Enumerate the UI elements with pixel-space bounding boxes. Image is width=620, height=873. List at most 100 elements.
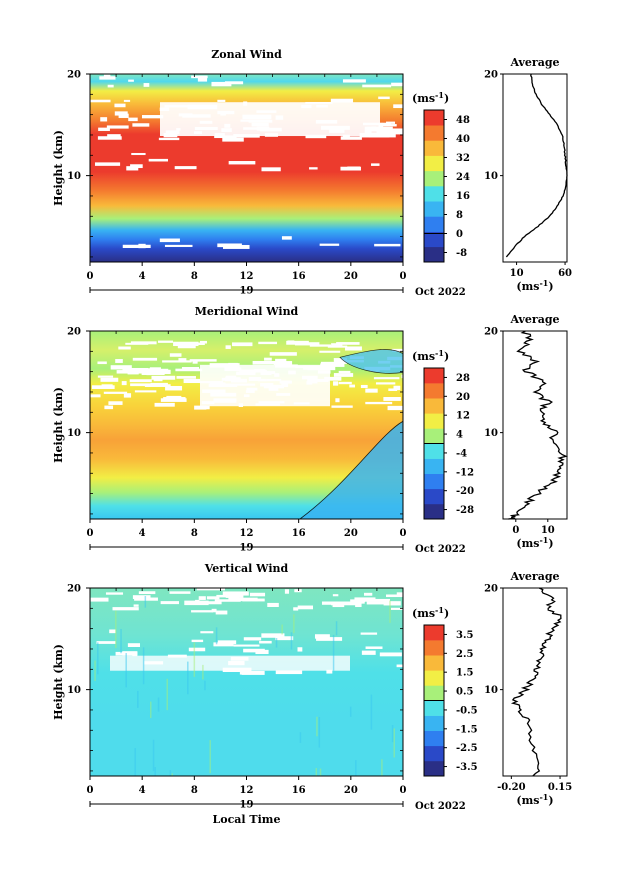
zonal-day-label: 19 (240, 286, 254, 297)
vertical-profile-ytick-label: 20 (484, 584, 498, 595)
vertical-heatmap (90, 588, 403, 776)
vertical-colorbar-swatch (424, 760, 444, 777)
zonal-colorbar-label: 32 (456, 153, 470, 164)
meridional-xtick-label: 4 (139, 528, 146, 539)
zonal-data-gaps (90, 74, 403, 249)
zonal-date-label: Oct 2022 (415, 287, 466, 298)
meridional-colorbar-label: 12 (456, 411, 470, 422)
meridional-colorbar-swatch (424, 428, 444, 444)
vertical-colorbar-swatch (424, 745, 444, 762)
meridional-colorbar-label: -4 (456, 448, 467, 459)
vertical-profile-xtick-label: 0.15 (548, 782, 572, 793)
vertical-profile-ytick-label: 10 (484, 685, 498, 696)
vertical-colorbar-swatch (424, 640, 444, 656)
meridional-ytick-label: 10 (67, 428, 81, 439)
zonal-colorbar-swatch (424, 170, 444, 187)
vertical-colorbar-label: -0.5 (456, 705, 478, 716)
zonal-colorbar-label: 48 (456, 115, 470, 126)
zonal-profile-xtick-label: 60 (558, 268, 572, 279)
meridional-profile-ytick-label: 20 (484, 327, 498, 338)
meridional-xtick-label: 12 (240, 528, 254, 539)
zonal-colorbar-swatch (424, 155, 444, 172)
vertical-colorbar-swatch (424, 685, 444, 701)
vertical-colorbar-units: (ms-1) (412, 605, 449, 620)
zonal-profile-ytick-label: 20 (484, 70, 498, 81)
zonal-colorbar-swatch (424, 231, 444, 248)
vertical-date-label: Oct 2022 (415, 801, 466, 812)
zonal-title: Zonal Wind (211, 48, 282, 61)
meridional-profile-title: Average (509, 313, 559, 326)
meridional-colorbar-swatch (424, 368, 444, 384)
vertical-xtick-label: 8 (191, 785, 198, 796)
meridional-profile-line (508, 330, 568, 520)
meridional-xtick-label: 20 (344, 528, 358, 539)
meridional-xtick-label: 8 (191, 528, 198, 539)
zonal-colorbar-units: (ms-1) (412, 90, 449, 105)
zonal-profile-title: Average (509, 56, 559, 69)
zonal-ytick-label: 10 (67, 171, 81, 182)
zonal-profile-ytick-label: 10 (484, 171, 498, 182)
meridional-colorbar-swatch (424, 473, 444, 490)
vertical-title: Vertical Wind (204, 562, 289, 575)
vertical-colorbar-label: 2.5 (456, 649, 473, 660)
meridional-date-label: Oct 2022 (415, 544, 466, 555)
meridional-colorbar-label: -28 (456, 505, 474, 516)
meridional-colorbar-label: 28 (456, 373, 470, 384)
zonal-colorbar-swatch (424, 246, 444, 263)
meridional-colorbar-label: 20 (456, 392, 470, 403)
vertical-colorbar-swatch (424, 730, 444, 747)
zonal-colorbar-swatch (424, 140, 444, 156)
meridional-panel: Meridional Wind 10 20 Height (km) 0 4 8 12 16 20 0… (52, 305, 568, 555)
vertical-xtick-label: 4 (139, 785, 146, 796)
zonal-colorbar-swatch (424, 125, 444, 141)
vertical-day-end (89, 801, 404, 807)
zonal-xtick-label: 0 (87, 271, 94, 282)
meridional-colorbar-swatch (424, 488, 444, 505)
zonal-colorbar-swatch (424, 216, 444, 232)
meridional-colorbar-label: -20 (456, 486, 474, 497)
meridional-data-gaps (90, 340, 403, 519)
zonal-colorbar-swatch (424, 110, 444, 126)
meridional-colorbar-swatch (424, 443, 444, 459)
vertical-colorbar-label: 3.5 (456, 630, 473, 641)
zonal-xtick-label: 4 (139, 271, 146, 282)
meridional-xtick-label: 0 (400, 528, 407, 539)
vertical-profile-frame (502, 587, 568, 777)
vertical-colorbar-swatch (424, 655, 444, 671)
vertical-colorbar-label: -1.5 (456, 724, 478, 735)
zonal-xtick-label: 20 (344, 271, 358, 282)
vertical-xlabel: Local Time (213, 813, 281, 826)
meridional-profile-ytick-label: 10 (484, 428, 498, 439)
zonal-colorbar-label: 8 (456, 210, 463, 221)
zonal-xtick-label: 12 (240, 271, 254, 282)
zonal-colorbar-frame (423, 109, 445, 263)
meridional-colorbar-label: 4 (456, 430, 463, 441)
zonal-day-end (89, 287, 404, 293)
vertical-colorbar-label: 0.5 (456, 687, 473, 698)
meridional-profile-xtick-label: 0 (512, 525, 519, 536)
meridional-day-label: 19 (240, 543, 254, 554)
meridional-day-end (89, 544, 404, 550)
meridional-ylabel: Height (km) (52, 387, 65, 463)
meridional-xtick-label: 0 (87, 528, 94, 539)
meridional-profile-xlabel: (ms-1) (516, 535, 553, 550)
vertical-xtick-label: 0 (87, 785, 94, 796)
vertical-ytick-label: 10 (67, 685, 81, 696)
vertical-colorbar-swatch (424, 700, 444, 716)
vertical-colorbar-swatch (424, 715, 444, 731)
vertical-day-label: 19 (240, 800, 254, 811)
zonal-colorbar-label: 24 (456, 172, 470, 183)
vertical-profile-xlabel: (ms-1) (516, 792, 553, 807)
vertical-xtick-label: 0 (400, 785, 407, 796)
vertical-ylabel: Height (km) (52, 644, 65, 720)
meridional-ytick-label: 20 (67, 327, 81, 338)
vertical-xtick-label: 16 (292, 785, 306, 796)
meridional-colorbar-swatch (424, 503, 444, 520)
vertical-profile-line (510, 587, 562, 777)
vertical-colorbar-label: -2.5 (456, 743, 478, 754)
vertical-xtick-label: 12 (240, 785, 254, 796)
vertical-panel: Vertical Wind 10 20 Height (km) 0 4 8 12 16 20 0 19… (52, 562, 572, 826)
zonal-xtick-label: 16 (292, 271, 306, 282)
